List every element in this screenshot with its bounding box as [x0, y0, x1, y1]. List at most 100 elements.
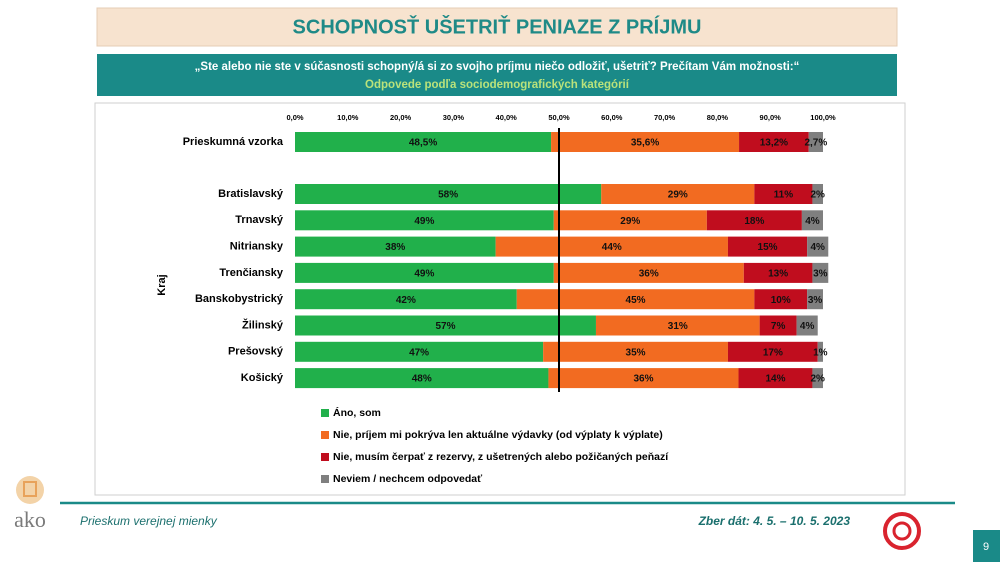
- bar-segment: [801, 210, 823, 231]
- page-box: [973, 530, 1000, 562]
- y-tick-label: Prešovský: [228, 346, 284, 358]
- y-tick-label: Žilinský: [242, 318, 284, 331]
- bar-segment: [727, 341, 818, 362]
- bar-segment: [796, 315, 818, 336]
- chart: 0,0% 10,0% 20,0% 30,0% 40,0% 50,0% 60,0% 70,0% 8…: [183, 113, 836, 485]
- value-label: 47%: [409, 347, 429, 358]
- value-label: 49%: [414, 216, 434, 227]
- value-label: 18%: [744, 216, 764, 227]
- x-tick-label: 0,0%: [286, 113, 303, 122]
- legend-swatch: [321, 475, 329, 483]
- bar-segment: [601, 184, 755, 204]
- y-tick-label: Prieskumná vzorka: [183, 136, 284, 148]
- bar-segment: [295, 262, 554, 283]
- x-tick-label: 40,0%: [496, 113, 518, 122]
- value-label: 35%: [626, 347, 646, 358]
- value-label: 44%: [602, 242, 622, 253]
- bar-segment: [295, 289, 517, 310]
- x-tick-label: 80,0%: [707, 113, 729, 122]
- value-label: 17%: [763, 347, 783, 358]
- value-label: 7%: [771, 321, 786, 332]
- logo-text: ako: [14, 507, 46, 532]
- brand-mark: [883, 512, 921, 550]
- y-tick-label: Košický: [241, 372, 284, 384]
- slide-title: SCHOPNOSŤ UŠETRIŤ PENIAZE Z PRÍJMU: [293, 14, 702, 38]
- value-label: 4%: [810, 242, 825, 253]
- logo: ako: [14, 476, 46, 532]
- bar-segment: [543, 341, 728, 362]
- bar-segment: [808, 132, 823, 152]
- value-label: 35,6%: [631, 138, 659, 149]
- y-tick-label: Trenčiansky: [219, 267, 283, 279]
- y-tick-label: Trnavský: [235, 214, 284, 226]
- footer-left: Prieskum verejnej mienky: [80, 514, 218, 528]
- value-label: 38%: [385, 242, 405, 253]
- value-label: 13%: [768, 269, 788, 280]
- value-label: 42%: [396, 295, 416, 306]
- value-label: 11%: [774, 190, 794, 201]
- subtitle: Odpovede podľa sociodemografických kateg…: [365, 79, 630, 91]
- value-label: 29%: [620, 216, 640, 227]
- y-tick-label: Nitriansky: [230, 241, 284, 253]
- value-label: 48,5%: [409, 138, 437, 149]
- value-label: 49%: [414, 269, 434, 280]
- value-label: 14%: [765, 374, 785, 385]
- x-tick-label: 20,0%: [390, 113, 412, 122]
- value-label: 2,7%: [804, 138, 827, 149]
- legend-label: Neviem / nechcem odpovedať: [333, 473, 483, 485]
- legend-swatch: [321, 409, 329, 417]
- bar-segment: [739, 132, 809, 152]
- bar-segment: [495, 236, 728, 257]
- value-label: 15%: [758, 242, 778, 253]
- legend-swatch: [321, 453, 329, 461]
- value-label: 31%: [668, 321, 688, 332]
- value-label: 36%: [639, 269, 659, 280]
- value-label: 4%: [805, 216, 820, 227]
- bar-segment: [812, 368, 823, 389]
- bar-segment: [295, 341, 544, 362]
- value-label: 2%: [810, 190, 825, 201]
- bar-segment: [727, 236, 808, 257]
- value-label: 2%: [810, 374, 825, 385]
- bar-segment: [754, 184, 813, 204]
- bar-segment: [807, 289, 823, 310]
- x-tick-label: 100,0%: [810, 113, 836, 122]
- title-banner: [96, 7, 898, 47]
- y-axis-label: Kraj: [156, 274, 168, 295]
- bar-segment: [295, 315, 596, 336]
- value-label: 10%: [771, 295, 791, 306]
- legend-swatch: [321, 431, 329, 439]
- page-number: 9: [983, 541, 989, 553]
- value-label: 45%: [626, 295, 646, 306]
- question: „Ste alebo nie ste v súčasnosti schopný/…: [195, 61, 800, 73]
- x-tick-label: 10,0%: [337, 113, 359, 122]
- bar-segment: [754, 289, 808, 310]
- value-label: 1%: [813, 347, 828, 358]
- value-label: 3%: [813, 269, 828, 280]
- value-label: 36%: [633, 374, 653, 385]
- value-label: 3%: [808, 295, 823, 306]
- legend-label: Nie, musím čerpať z rezervy, z ušetrenýc…: [333, 451, 669, 463]
- x-tick-label: 30,0%: [443, 113, 465, 122]
- bar-segment: [812, 262, 829, 283]
- bar-segment: [812, 184, 823, 204]
- y-tick-label: Bratislavský: [218, 188, 284, 200]
- bar-segment: [295, 368, 549, 389]
- bar-segment: [807, 236, 829, 257]
- value-label: 48%: [412, 374, 432, 385]
- bar-segment: [295, 184, 602, 204]
- bar-segment: [295, 132, 552, 152]
- bar-segment: [817, 341, 823, 362]
- legend-label: Nie, príjem mi pokrýva len aktuálne výda…: [333, 429, 663, 441]
- legend-label: Áno, som: [333, 406, 381, 419]
- question-banner: [97, 54, 897, 96]
- value-label: 4%: [800, 321, 815, 332]
- bar-segment: [759, 315, 797, 336]
- value-label: 58%: [438, 190, 458, 201]
- x-tick-label: 70,0%: [654, 113, 676, 122]
- x-tick-label: 50,0%: [548, 113, 570, 122]
- bar-segment: [553, 262, 744, 283]
- value-label: 29%: [668, 190, 688, 201]
- value-label: 57%: [435, 321, 455, 332]
